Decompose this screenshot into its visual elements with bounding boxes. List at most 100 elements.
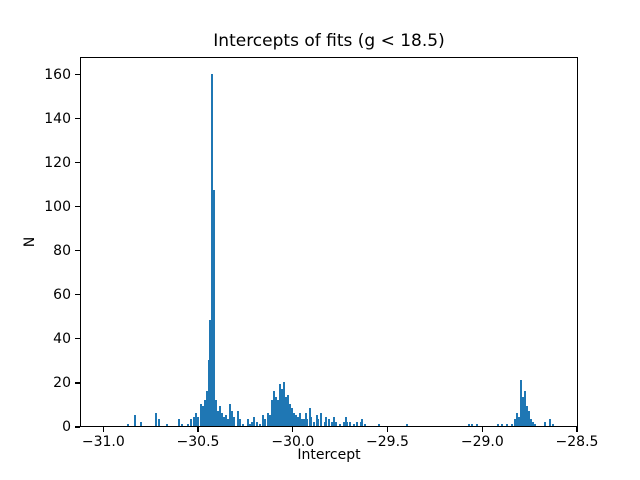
histogram-bar	[282, 382, 285, 426]
y-tick	[75, 294, 80, 296]
y-tick-label: 0	[62, 419, 71, 435]
histogram-bar	[217, 410, 220, 426]
y-tick	[75, 250, 80, 252]
histogram-bar	[225, 415, 228, 426]
histogram-bar	[197, 417, 200, 426]
histogram-bar	[306, 419, 309, 426]
histogram-bar	[313, 421, 316, 426]
histogram-bar	[352, 423, 355, 426]
y-tick-label: 20	[53, 375, 71, 391]
y-tick	[75, 338, 80, 340]
histogram-bar	[315, 415, 318, 426]
y-tick	[75, 74, 80, 76]
histogram-bar	[209, 320, 212, 426]
histogram-bar	[310, 417, 313, 426]
histogram-bar	[229, 404, 232, 426]
y-tick-label: 100	[44, 198, 71, 215]
histogram-bar	[300, 419, 303, 426]
axes	[80, 57, 578, 427]
x-tick-label: −29.0	[460, 434, 504, 450]
histogram-bar	[193, 417, 196, 426]
y-axis-label: N	[22, 236, 38, 248]
histogram-bar	[272, 390, 275, 426]
histogram-bar	[274, 397, 277, 426]
histogram-bar	[139, 421, 142, 426]
histogram-bar	[294, 415, 297, 426]
y-tick	[75, 426, 80, 428]
histogram-bar	[165, 423, 168, 426]
y-tick	[75, 382, 80, 384]
histogram-bar	[227, 419, 230, 426]
y-tick-label: 140	[44, 110, 71, 127]
x-tick-label: −29.5	[366, 434, 409, 450]
histogram-bar	[286, 395, 289, 426]
histogram-bar	[199, 404, 202, 426]
histogram-bar	[361, 419, 364, 426]
histogram-bar	[517, 417, 520, 426]
histogram-bar	[263, 419, 266, 426]
x-tick-label: −30.5	[176, 434, 220, 450]
histogram-bar	[219, 406, 222, 426]
histogram-bar	[304, 412, 307, 426]
y-tick-label: 40	[53, 330, 71, 347]
x-tick	[576, 427, 578, 432]
histogram-bar	[525, 406, 528, 426]
y-tick-label: 80	[53, 242, 71, 259]
histogram-bar	[255, 421, 258, 426]
x-axis-label: Intercept	[297, 447, 361, 463]
histogram-bar	[280, 388, 283, 426]
histogram-bar	[319, 412, 322, 426]
histogram-bar	[359, 421, 362, 426]
histogram-bar	[323, 421, 326, 426]
x-tick	[481, 427, 483, 432]
histogram-bar	[346, 421, 349, 426]
histogram-bar	[242, 423, 244, 426]
histogram-bar	[529, 419, 532, 426]
histogram-bar	[215, 399, 218, 426]
histogram-bar	[288, 404, 291, 426]
histogram-bar	[531, 421, 534, 426]
histogram-bar	[296, 417, 299, 426]
histogram-bar	[521, 397, 524, 426]
histogram-bar	[339, 423, 342, 426]
histogram-bar	[527, 410, 530, 426]
histogram-bar	[221, 412, 224, 426]
histogram-bar	[126, 423, 129, 426]
histogram-bar	[278, 384, 281, 426]
histogram-bars	[81, 58, 577, 426]
histogram-bar	[208, 359, 211, 426]
y-tick-label: 160	[44, 66, 71, 83]
x-tick	[197, 427, 199, 432]
histogram-bar	[317, 419, 320, 426]
histogram-bar	[327, 419, 330, 426]
histogram-bar	[475, 423, 478, 426]
histogram-bar	[158, 419, 161, 426]
histogram-bar	[543, 421, 546, 426]
histogram-bar	[515, 412, 518, 426]
histogram-bar	[468, 423, 471, 426]
histogram-bar	[261, 415, 264, 426]
histogram-bar	[266, 412, 269, 426]
histogram-bar	[233, 417, 236, 426]
histogram-bar	[181, 423, 183, 426]
histogram-bar	[513, 419, 516, 426]
histogram-bar	[206, 390, 208, 426]
histogram-bar	[187, 423, 190, 426]
x-tick	[102, 427, 104, 432]
histogram-bar	[213, 190, 215, 426]
histogram-bar	[349, 421, 352, 426]
histogram-bar	[246, 419, 249, 426]
histogram-bar	[355, 421, 358, 426]
y-tick	[75, 162, 80, 164]
histogram-bar	[308, 408, 311, 426]
histogram-bar	[223, 417, 226, 426]
histogram-bar	[496, 423, 499, 426]
histogram-bar	[284, 397, 287, 426]
y-tick	[75, 206, 80, 208]
histogram-bar	[238, 419, 241, 426]
x-tick-label: −30.0	[271, 434, 315, 450]
histogram-bar	[551, 423, 554, 426]
histogram-bar	[202, 406, 204, 426]
histogram-bar	[325, 417, 328, 426]
histogram-bar	[210, 73, 213, 426]
